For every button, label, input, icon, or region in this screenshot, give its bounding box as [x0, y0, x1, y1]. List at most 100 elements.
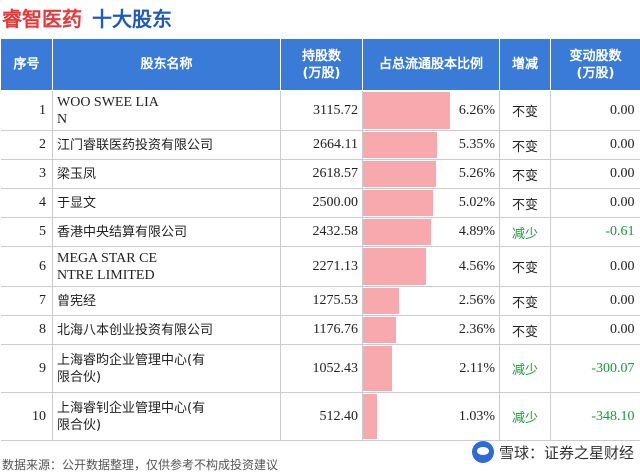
changed-shares: 0.00 — [550, 90, 640, 131]
changed-shares: 0.00 — [550, 315, 640, 345]
changed-shares: 0.00 — [550, 188, 640, 218]
holder-name-text: 江门睿联医药投资有限公司 — [57, 137, 214, 153]
table-row: 1 WOO SWEE LIA N 3115.72 6.26% 不变 0.00 — [0, 90, 640, 131]
ratio-bar — [363, 346, 393, 391]
holder-name: MEGA STAR CE NTRE LIMITED — [52, 246, 281, 287]
shares-held: 3115.72 — [280, 90, 363, 131]
changed-shares: 0.00 — [550, 130, 640, 160]
changed-shares: 0.00 — [550, 246, 640, 287]
holder-name: 于显文 — [52, 188, 281, 218]
change-status: 减少 — [499, 344, 551, 393]
snowball-logo-icon — [471, 441, 494, 463]
holder-name: WOO SWEE LIA N — [52, 90, 281, 131]
header-ratio: 占总流通股本比例 — [362, 38, 500, 91]
changed-shares: -348.10 — [550, 392, 640, 441]
table-row: 8 北海八本创业投资有限公司 1176.76 2.36% 不变 0.00 — [0, 315, 640, 345]
ratio-bar — [363, 219, 431, 245]
table-row: 5 香港中央结算有限公司 2432.58 4.89% 减少 -0.61 — [0, 217, 640, 247]
header-change: 增减 — [499, 38, 551, 91]
ratio-bar — [363, 248, 427, 285]
holder-name: 江门睿联医药投资有限公司 — [52, 130, 281, 160]
holder-name: 香港中央结算有限公司 — [52, 217, 281, 247]
shares-held: 2271.13 — [280, 246, 363, 287]
ratio-bar — [363, 394, 378, 439]
holder-name-text: 上海睿钊企业管理中心(有 限合伙) — [57, 400, 206, 433]
table-row: 10 上海睿钊企业管理中心(有 限合伙) 512.40 1.03% 减少 -348.10 — [0, 392, 640, 441]
change-status: 不变 — [499, 188, 551, 218]
ratio-cell: 4.56% — [362, 246, 500, 287]
brand-watermark: 雪球：证券之星财经 — [471, 441, 634, 463]
page-title: 十大股东 — [92, 7, 172, 31]
ratio-cell: 5.26% — [362, 159, 500, 189]
table-row: 6 MEGA STAR CE NTRE LIMITED 2271.13 4.56% 不变… — [0, 246, 640, 287]
ratio-value: 4.56% — [458, 258, 495, 274]
change-status: 减少 — [499, 217, 551, 247]
row-index: 3 — [0, 159, 53, 189]
row-index: 10 — [0, 392, 53, 441]
shares-held: 2432.58 — [280, 217, 363, 247]
changed-shares: 0.00 — [550, 286, 640, 316]
holder-name-text: 梁玉凤 — [57, 166, 97, 182]
table-row: 9 上海睿昀企业管理中心(有 限合伙) 1052.43 2.11% 减少 -300.07 — [0, 344, 640, 393]
row-index: 9 — [0, 344, 53, 393]
holder-name-text: 上海睿昀企业管理中心(有 限合伙) — [57, 352, 206, 385]
table-header-row: 序号 股东名称 持股数 (万股) 占总流通股本比例 增减 变动股数 (万股) — [0, 38, 640, 91]
ratio-cell: 5.35% — [362, 130, 500, 160]
title-bar: 睿智医药 十大股东 — [0, 0, 640, 34]
ratio-value: 4.89% — [458, 224, 495, 239]
row-index: 6 — [0, 246, 53, 287]
holder-name: 上海睿昀企业管理中心(有 限合伙) — [52, 344, 281, 393]
ratio-value: 6.26% — [458, 102, 495, 118]
change-status: 不变 — [499, 159, 551, 189]
row-index: 4 — [0, 188, 53, 218]
shares-held: 2618.57 — [280, 159, 363, 189]
row-index: 8 — [0, 315, 53, 345]
company-name: 睿智医药 — [2, 7, 82, 31]
ratio-cell: 1.03% — [362, 392, 500, 441]
row-index: 2 — [0, 130, 53, 160]
changed-shares: -0.61 — [550, 217, 640, 247]
ratio-bar — [363, 190, 433, 216]
table-row: 3 梁玉凤 2618.57 5.26% 不变 0.00 — [0, 159, 640, 189]
ratio-value: 2.56% — [458, 293, 495, 308]
ratio-value: 5.02% — [458, 195, 495, 210]
brand-label: 雪球：证券之星财经 — [498, 443, 634, 462]
header-shares: 持股数 (万股) — [280, 38, 363, 91]
ratio-cell: 2.56% — [362, 286, 500, 316]
ratio-bar — [363, 132, 438, 158]
table-row: 2 江门睿联医药投资有限公司 2664.11 5.35% 不变 0.00 — [0, 130, 640, 160]
change-status: 不变 — [499, 90, 551, 131]
shares-held: 1176.76 — [280, 315, 363, 345]
holder-name-text: 北海八本创业投资有限公司 — [57, 322, 214, 338]
holder-name: 上海睿钊企业管理中心(有 限合伙) — [52, 392, 281, 441]
shares-held: 2500.00 — [280, 188, 363, 218]
change-status: 不变 — [499, 315, 551, 345]
shares-held: 2664.11 — [280, 130, 363, 160]
holder-name: 北海八本创业投资有限公司 — [52, 315, 281, 345]
table-row: 7 曾宪经 1275.53 2.56% 不变 0.00 — [0, 286, 640, 316]
change-status: 不变 — [499, 286, 551, 316]
change-status: 减少 — [499, 392, 551, 441]
ratio-bar — [363, 161, 437, 187]
change-status: 不变 — [499, 130, 551, 160]
ratio-cell: 2.11% — [362, 344, 500, 393]
shares-held: 512.40 — [280, 392, 363, 441]
ratio-value: 5.26% — [458, 166, 495, 181]
header-index: 序号 — [0, 38, 53, 91]
change-status: 不变 — [499, 246, 551, 287]
header-holder-name: 股东名称 — [52, 38, 281, 91]
ratio-bar — [363, 317, 396, 343]
row-index: 1 — [0, 90, 53, 131]
changed-shares: -300.07 — [550, 344, 640, 393]
ratio-value: 5.35% — [458, 137, 495, 152]
shares-held: 1275.53 — [280, 286, 363, 316]
header-delta: 变动股数 (万股) — [550, 38, 640, 91]
shareholders-table: 序号 股东名称 持股数 (万股) 占总流通股本比例 增减 变动股数 (万股) 1… — [0, 38, 640, 441]
row-index: 5 — [0, 217, 53, 247]
ratio-cell: 2.36% — [362, 315, 500, 345]
holder-name-text: WOO SWEE LIA N — [57, 94, 159, 127]
data-source-note: 数据来源：公开数据整理，仅供参考不构成投资建议 — [2, 458, 279, 472]
holder-name: 曾宪经 — [52, 286, 281, 316]
holder-name-text: 于显文 — [57, 195, 97, 211]
changed-shares: 0.00 — [550, 159, 640, 189]
